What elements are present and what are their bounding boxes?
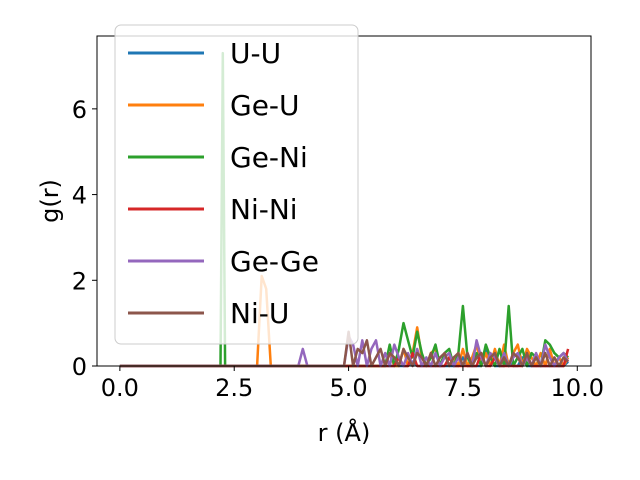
- y-tick-label: 2: [72, 267, 87, 295]
- x-axis-ticks: 0.0 2.5 5.0 7.5 10.0: [101, 366, 604, 402]
- y-tick-label: 0: [72, 353, 87, 381]
- legend: U-U Ge-U Ge-Ni Ni-Ni Ge-Ge Ni-U: [114, 24, 359, 345]
- legend-label: Ge-Ni: [230, 141, 308, 174]
- legend-label: Ge-U: [230, 89, 300, 122]
- x-tick-label: 2.5: [215, 374, 253, 402]
- y-tick-label: 6: [72, 96, 87, 124]
- legend-entry: Ni-Ni: [128, 193, 298, 226]
- legend-entry: Ni-U: [128, 297, 289, 330]
- legend-entry: U-U: [128, 37, 281, 70]
- y-tick-label: 4: [72, 182, 87, 210]
- legend-entry: Ge-Ni: [128, 141, 308, 174]
- legend-label: Ni-Ni: [230, 193, 298, 226]
- x-tick-label: 5.0: [329, 374, 367, 402]
- x-tick-label: 7.5: [444, 374, 482, 402]
- x-axis-label: r (Å): [318, 418, 371, 447]
- legend-entry: Ge-Ge: [128, 245, 319, 278]
- y-axis-ticks: 0 2 4 6: [72, 96, 97, 381]
- legend-label: Ni-U: [230, 297, 289, 330]
- legend-label: U-U: [230, 37, 281, 70]
- legend-label: Ge-Ge: [230, 245, 319, 278]
- y-axis-label: g(r): [36, 179, 64, 223]
- x-tick-label: 0.0: [101, 374, 139, 402]
- x-tick-label: 10.0: [551, 374, 604, 402]
- legend-entry: Ge-U: [128, 89, 300, 122]
